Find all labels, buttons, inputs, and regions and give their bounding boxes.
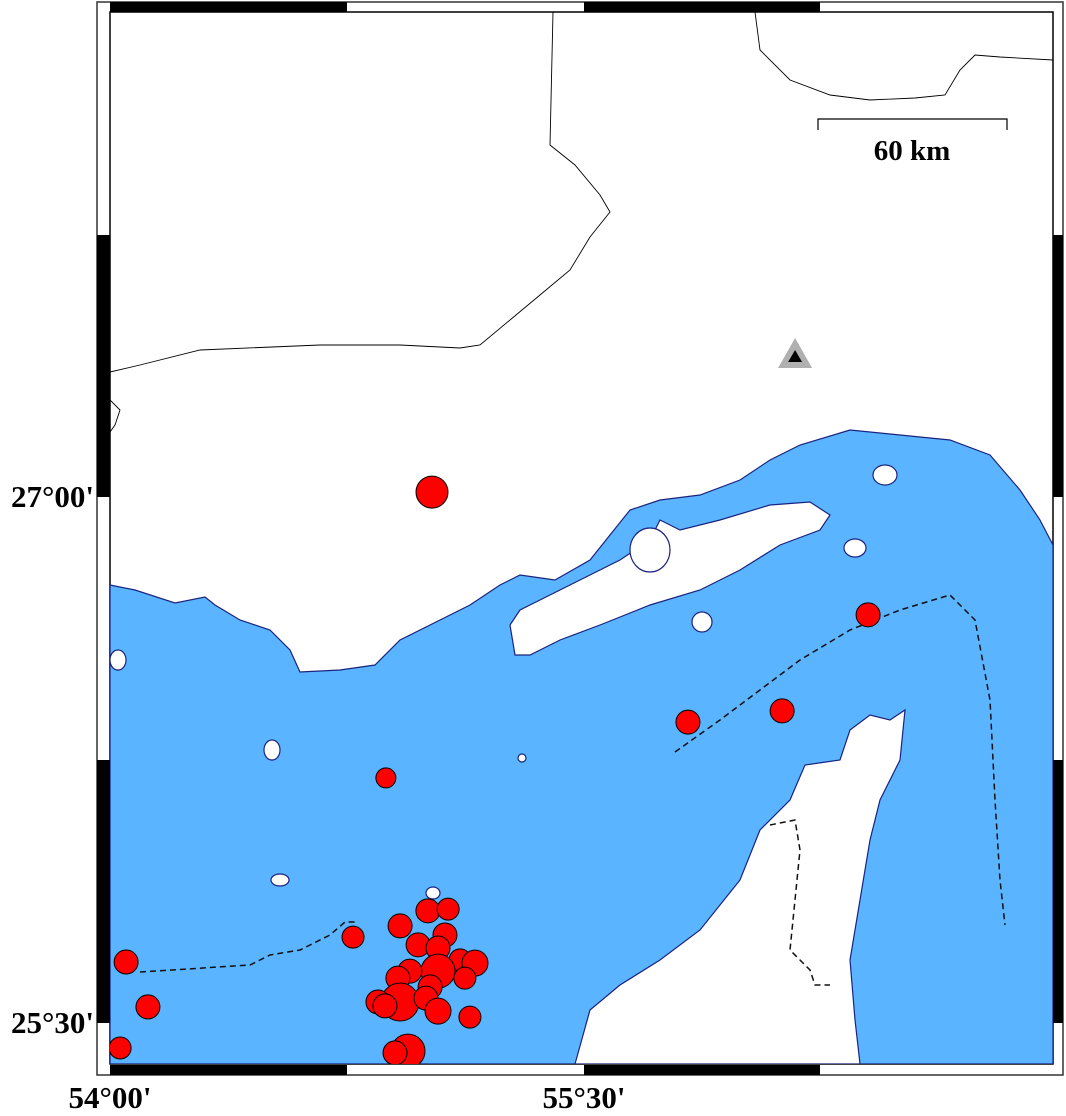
earthquake-event	[341, 925, 365, 949]
scale-bar-label: 60 km	[873, 135, 951, 167]
earthquake-event	[135, 994, 161, 1020]
lat-label-27-00: 27°00'	[10, 479, 94, 514]
earthquake-event	[387, 913, 413, 939]
earthquake-event	[113, 949, 139, 975]
lat-label-25-30: 25°30'	[10, 1005, 94, 1040]
border-lines	[110, 12, 1053, 433]
scale-bar	[817, 118, 1008, 130]
earthquake-event	[110, 1036, 132, 1060]
earthquake-event	[458, 1005, 482, 1029]
lon-label-54-00: 54°00'	[68, 1080, 152, 1115]
earthquake-event	[436, 897, 460, 921]
island-qeshm	[509, 501, 831, 656]
earthquake-event	[375, 767, 397, 789]
earthquake-event	[415, 898, 441, 924]
earthquake-event	[415, 475, 449, 509]
earthquake-event	[855, 602, 881, 628]
earthquake-event	[424, 997, 452, 1025]
small-islands	[110, 464, 898, 900]
earthquake-event	[453, 966, 477, 990]
land-peninsula	[574, 708, 906, 1064]
station-marker	[778, 338, 813, 369]
earthquake-event	[769, 698, 795, 724]
earthquake-event	[675, 709, 701, 735]
station-inner-triangle-icon	[788, 350, 803, 363]
lon-label-55-30: 55°30'	[542, 1080, 626, 1115]
earthquake-event	[372, 993, 398, 1019]
earthquake-event	[382, 1040, 408, 1064]
earthquake-events	[110, 475, 881, 1064]
dashed-boundaries	[139, 594, 1006, 986]
